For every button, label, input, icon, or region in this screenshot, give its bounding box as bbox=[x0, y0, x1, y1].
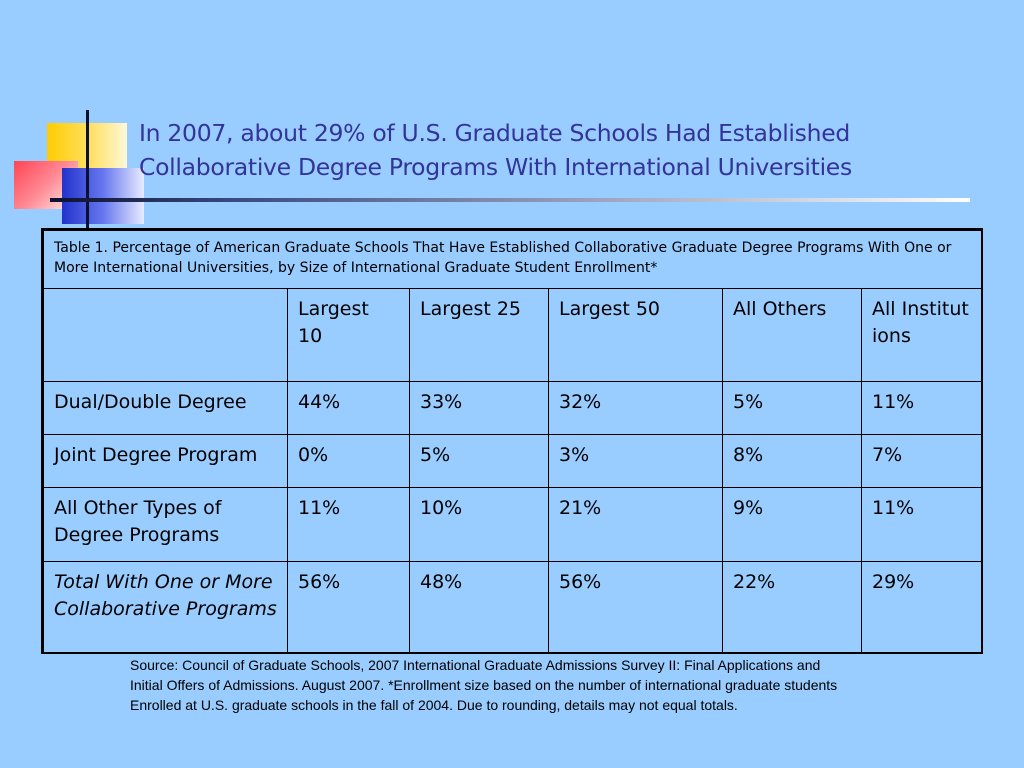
row-label-total: Total With One or More Collaborative Pro… bbox=[43, 561, 288, 653]
table-caption-row: Table 1. Percentage of American Graduate… bbox=[42, 230, 983, 289]
row-label: Dual/Double Degree bbox=[43, 381, 288, 435]
source-note-line-3: Enrolled at U.S. graduate schools in the… bbox=[130, 697, 738, 713]
data-table: Table 1. Percentage of American Graduate… bbox=[42, 230, 983, 653]
row-label: All Other Types of Degree Programs bbox=[43, 487, 288, 562]
table-row: All Other Types of Degree Programs 11% 1… bbox=[43, 487, 983, 562]
table-row: Dual/Double Degree 44% 33% 32% 5% 11% bbox=[43, 381, 983, 435]
source-note: Source: Council of Graduate Schools, 200… bbox=[130, 655, 1000, 715]
table-row: Joint Degree Program 0% 5% 3% 8% 7% bbox=[43, 434, 983, 488]
table-cell: 44% bbox=[287, 381, 410, 435]
table-cell: 48% bbox=[409, 561, 549, 653]
source-note-line-2: Initial Offers of Admissions. August 200… bbox=[130, 677, 838, 693]
source-note-line-1: Source: Council of Graduate Schools, 200… bbox=[130, 657, 821, 673]
table-cell: 56% bbox=[548, 561, 723, 653]
table-cell: 10% bbox=[409, 487, 549, 562]
table-cell: 32% bbox=[548, 381, 723, 435]
header-cell-largest-10: Largest 10 bbox=[287, 288, 410, 382]
table-cell: 56% bbox=[287, 561, 410, 653]
title-underline bbox=[50, 198, 970, 202]
table-cell: 0% bbox=[287, 434, 410, 488]
header-cell-largest-25: Largest 25 bbox=[409, 288, 549, 382]
table-header-row: Largest 10 Largest 25 Largest 50 All Oth… bbox=[43, 288, 983, 382]
slide-title-line-1: In 2007, about 29% of U.S. Graduate Scho… bbox=[139, 119, 850, 147]
table-cell: 8% bbox=[722, 434, 862, 488]
decorative-blue-square bbox=[62, 168, 144, 224]
table-cell: 7% bbox=[860, 434, 983, 488]
header-cell-all-institutions: All Institutions bbox=[860, 288, 983, 382]
table-cell: 33% bbox=[409, 381, 549, 435]
header-cell-all-others: All Others bbox=[722, 288, 862, 382]
table-cell: 3% bbox=[548, 434, 723, 488]
table-cell: 11% bbox=[860, 381, 983, 435]
slide-title: In 2007, about 29% of U.S. Graduate Scho… bbox=[139, 116, 999, 184]
row-label: Joint Degree Program bbox=[43, 434, 288, 488]
table-cell: 29% bbox=[860, 561, 983, 653]
data-table-container: Table 1. Percentage of American Graduate… bbox=[41, 228, 983, 654]
header-cell-empty bbox=[43, 288, 288, 382]
table-cell: 5% bbox=[722, 381, 862, 435]
slide-title-line-2: Collaborative Degree Programs With Inter… bbox=[139, 153, 852, 181]
table-row-total: Total With One or More Collaborative Pro… bbox=[43, 561, 983, 653]
table-caption: Table 1. Percentage of American Graduate… bbox=[42, 230, 983, 289]
table-cell: 11% bbox=[287, 487, 410, 562]
table-cell: 22% bbox=[722, 561, 862, 653]
header-cell-largest-50: Largest 50 bbox=[548, 288, 723, 382]
table-cell: 11% bbox=[860, 487, 983, 562]
table-cell: 5% bbox=[409, 434, 549, 488]
table-cell: 9% bbox=[722, 487, 862, 562]
decorative-vertical-line bbox=[86, 110, 89, 230]
table-cell: 21% bbox=[548, 487, 723, 562]
